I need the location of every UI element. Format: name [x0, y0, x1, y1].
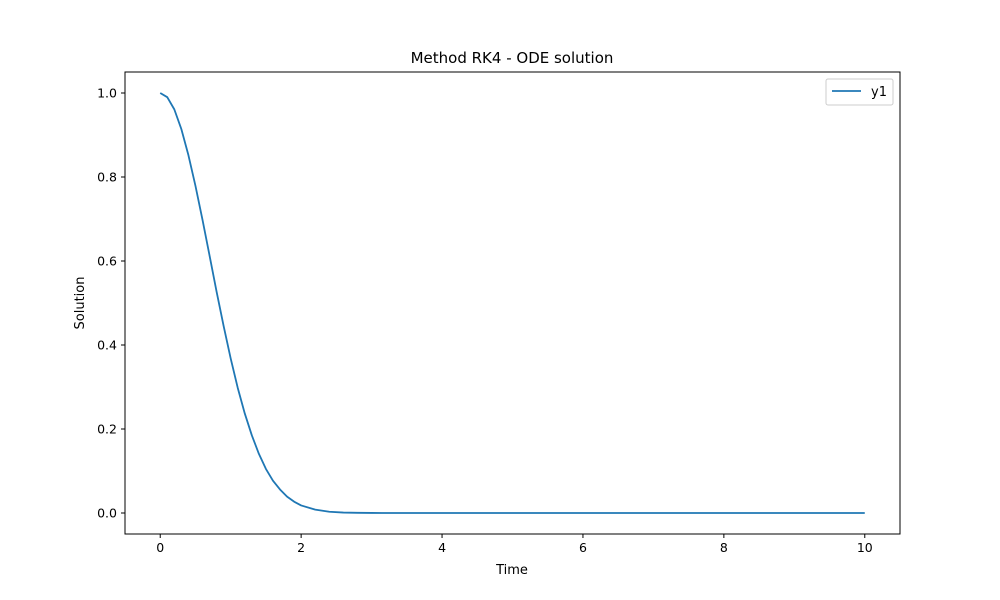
y-axis: 0.0 0.2 0.4 0.6 0.8 1.0 [97, 86, 125, 521]
plot-frame [124, 71, 901, 535]
series-line-y1 [159, 92, 865, 514]
x-tick-label: 2 [297, 540, 305, 555]
plot-area [124, 71, 901, 535]
x-tick-label: 8 [720, 540, 728, 555]
y-axis-label: Solution [73, 277, 88, 330]
legend-box [825, 78, 894, 106]
legend-label-y1: y1 [871, 85, 887, 100]
chart-title: Method RK4 - ODE solution [411, 49, 614, 67]
series-layer [159, 92, 865, 514]
x-tick-label: 0 [156, 540, 164, 555]
x-tick-label: 6 [579, 540, 587, 555]
y-tick-label: 0.2 [97, 422, 117, 437]
y-tick-label: 0.8 [97, 170, 117, 185]
y-tick-label: 0.6 [97, 254, 117, 269]
y-tick-label: 0.0 [97, 506, 117, 521]
legend: y1 [825, 78, 894, 106]
x-tick-label: 4 [438, 540, 446, 555]
y-tick-label: 1.0 [97, 86, 117, 101]
x-axis: 0 2 4 6 8 10 [156, 534, 873, 555]
x-axis-label: Time [495, 563, 528, 578]
y-tick-label: 0.4 [97, 338, 117, 353]
x-tick-label: 10 [857, 540, 873, 555]
